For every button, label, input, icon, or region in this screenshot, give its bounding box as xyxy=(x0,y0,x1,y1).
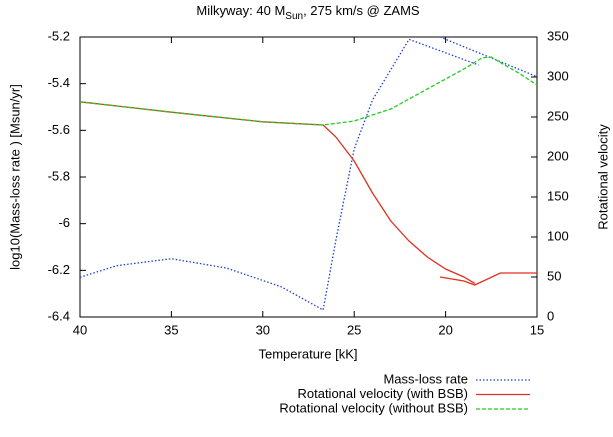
legend-label: Rotational velocity (with BSB) xyxy=(297,386,468,401)
y-tick-label: -5.8 xyxy=(48,168,70,183)
x-axis-label: Temperature [kK] xyxy=(259,346,358,361)
y2-axis-label: Rotational velocity xyxy=(595,124,610,230)
series-line xyxy=(79,101,537,286)
y-tick-label: -6.4 xyxy=(48,308,70,323)
y2-tick-label: 0 xyxy=(547,308,554,323)
chart-title: Milkyway: 40 MSun, 275 km/s @ ZAMS xyxy=(196,3,419,21)
y2-tick-label: 300 xyxy=(547,68,569,83)
y2-tick-label: 200 xyxy=(547,148,569,163)
x-tick-label: 30 xyxy=(256,322,270,337)
series-line xyxy=(79,36,538,312)
x-tick-label: 15 xyxy=(530,322,544,337)
y-tick-label: -5.6 xyxy=(48,122,70,137)
y2-tick-label: 150 xyxy=(547,188,569,203)
y-axis-label: log10(Mass-loss rate ) [Msun/yr] xyxy=(7,84,22,270)
y-tick-label: -5.4 xyxy=(48,75,70,90)
plot-frame xyxy=(79,36,538,318)
y2-tick-label: 50 xyxy=(547,268,561,283)
y2-tick-label: 100 xyxy=(547,228,569,243)
x-tick-label: 40 xyxy=(73,322,87,337)
y-tick-label: -5.2 xyxy=(48,28,70,43)
y2-tick-label: 350 xyxy=(547,28,569,43)
y-tick-label: -6.2 xyxy=(48,262,70,277)
y2-tick-label: 250 xyxy=(547,108,569,123)
x-tick-label: 20 xyxy=(438,322,452,337)
series-line xyxy=(79,56,538,126)
y-tick-label: -6 xyxy=(58,215,70,230)
x-tick-label: 25 xyxy=(347,322,361,337)
legend-label: Rotational velocity (without BSB) xyxy=(279,400,468,415)
x-tick-label: 35 xyxy=(164,322,178,337)
legend-label: Mass-loss rate xyxy=(383,371,468,386)
